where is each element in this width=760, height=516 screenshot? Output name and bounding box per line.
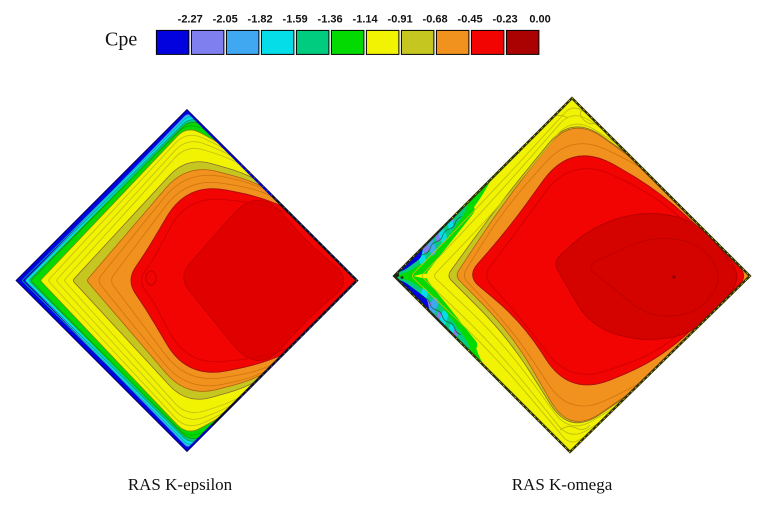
svg-text:RAS K-omega: RAS K-omega: [512, 475, 613, 494]
svg-text:-1.36: -1.36: [318, 14, 343, 26]
svg-text:-0.23: -0.23: [493, 14, 518, 26]
svg-text:0.00: 0.00: [529, 14, 550, 26]
svg-text:-0.68: -0.68: [423, 14, 448, 26]
svg-text:RAS K-epsilon: RAS K-epsilon: [128, 475, 233, 494]
svg-text:-1.14: -1.14: [353, 14, 379, 26]
svg-text:-1.82: -1.82: [248, 14, 273, 26]
svg-text:-2.27: -2.27: [178, 14, 203, 26]
svg-text:Cpe: Cpe: [105, 29, 137, 51]
svg-text:-1.59: -1.59: [283, 14, 308, 26]
svg-text:-0.45: -0.45: [458, 14, 483, 26]
svg-text:-0.91: -0.91: [388, 14, 413, 26]
svg-text:-2.05: -2.05: [213, 14, 238, 26]
